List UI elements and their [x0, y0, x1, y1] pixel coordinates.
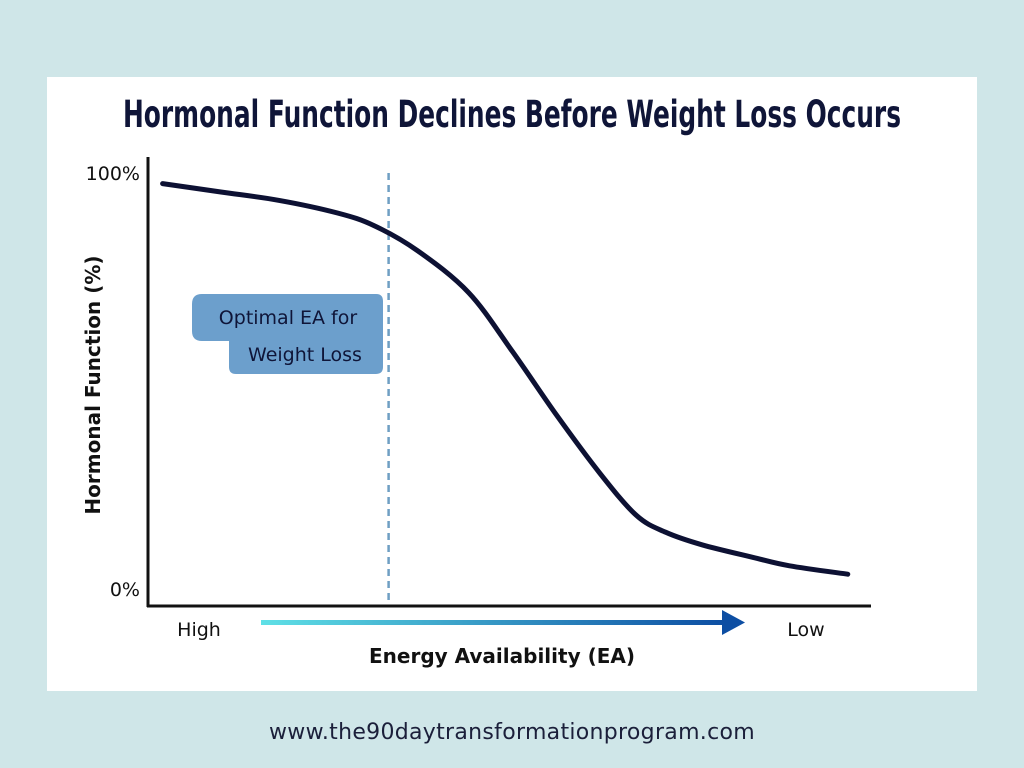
footer-url: www.the90daytransformationprogram.com	[269, 720, 755, 745]
annotation-line-2: Weight Loss	[248, 344, 362, 366]
annotation-box	[192, 294, 383, 374]
y-tick-bottom: 0%	[110, 579, 140, 601]
data-line	[160, 181, 851, 577]
y-axis-label: Hormonal Function (%)	[81, 255, 105, 514]
chart-card	[47, 77, 977, 691]
x-tick-high: High	[177, 619, 221, 641]
y-tick-top: 100%	[86, 163, 140, 185]
x-axis-label: Energy Availability (EA)	[369, 644, 635, 668]
annotation-line-1: Optimal EA for	[219, 307, 358, 329]
energy-arrow-head	[722, 610, 745, 635]
energy-arrow-shaft	[261, 620, 725, 625]
x-tick-low: Low	[787, 619, 824, 641]
chart-title: Hormonal Function Declines Before Weight…	[123, 93, 901, 136]
